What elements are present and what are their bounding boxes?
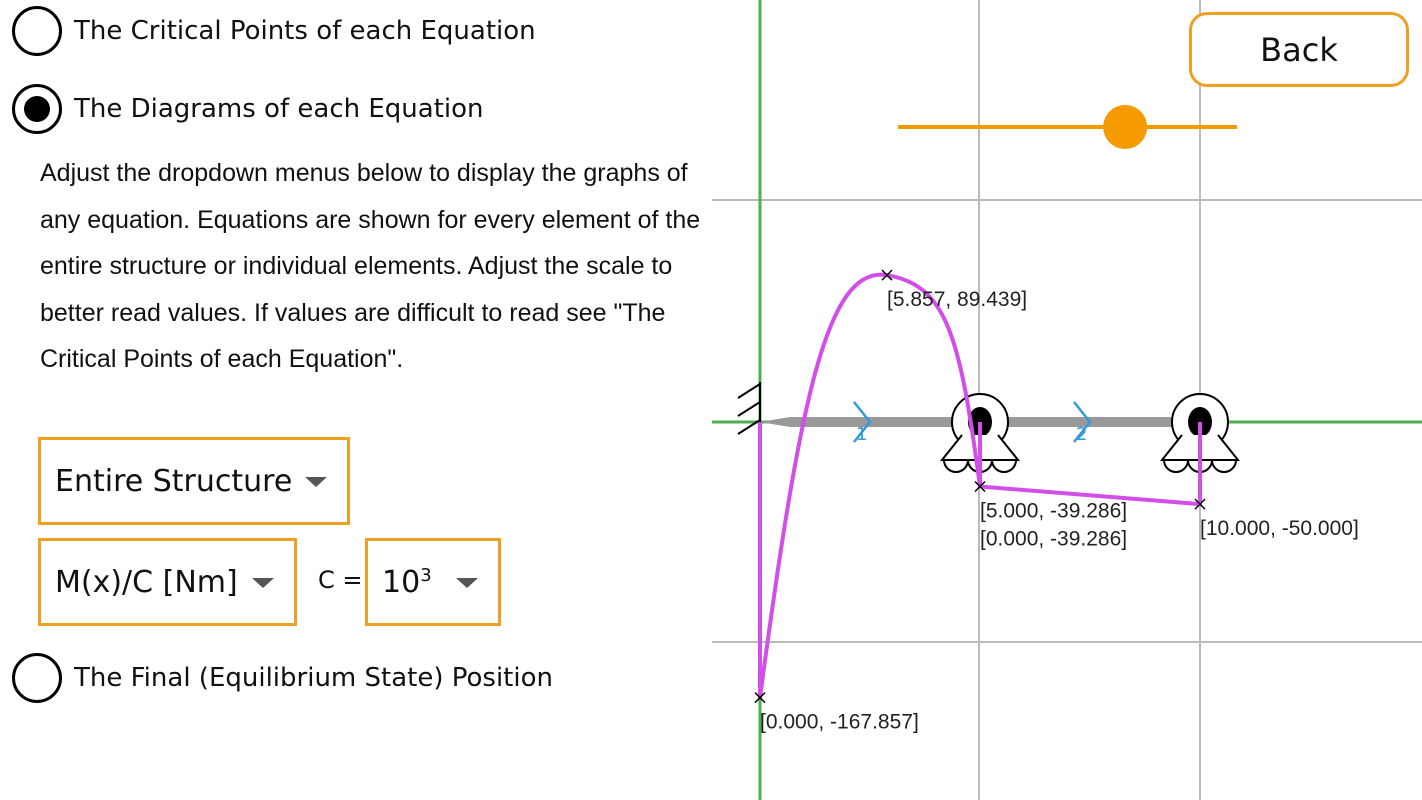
radio-label: The Critical Points of each Equation <box>74 16 536 46</box>
dropdown-value: 103 <box>382 564 432 600</box>
radio-label: The Final (Equilibrium State) Position <box>74 663 553 693</box>
c-label: C = <box>318 566 363 594</box>
radio-circle[interactable] <box>12 653 62 703</box>
dropdown-value: M(x)/C [Nm] <box>55 564 238 600</box>
back-button[interactable]: Back <box>1189 12 1409 87</box>
critical-point-label: [5.000, -39.286] <box>980 500 1127 523</box>
critical-point-marker <box>1194 498 1206 510</box>
radio-circle[interactable] <box>12 6 62 56</box>
roller-wheel <box>1163 459 1189 473</box>
critical-point-label: [5.857, 89.439] <box>887 288 1027 311</box>
roller-wheel <box>1187 459 1213 473</box>
fixed-support-hatch <box>737 419 761 435</box>
radio-label: The Diagrams of each Equation <box>74 94 484 124</box>
roller-wheel <box>991 459 1017 473</box>
element-label: 2 <box>1076 424 1087 445</box>
roller-support-icon <box>951 393 1009 451</box>
fixed-support-hatch <box>737 383 761 399</box>
description-text: Adjust the dropdown menus below to displ… <box>40 159 701 373</box>
critical-point-marker <box>881 269 893 281</box>
dropdown-value: Entire Structure <box>55 463 293 499</box>
quantity-dropdown[interactable]: M(x)/C [Nm] <box>38 538 297 626</box>
moment-curve <box>758 272 1202 700</box>
roller-wheel <box>967 459 993 473</box>
roller-wheel <box>1211 459 1237 473</box>
scale-dropdown[interactable]: 103 <box>365 538 501 626</box>
chevron-down-icon <box>305 477 327 487</box>
radio-final-position[interactable]: The Final (Equilibrium State) Position <box>12 653 553 703</box>
fixed-support-hatch <box>737 401 761 417</box>
chevron-down-icon <box>252 578 274 588</box>
roller-base <box>939 434 1021 461</box>
structure-dropdown[interactable]: Entire Structure <box>38 437 350 525</box>
roller-pin <box>968 407 992 437</box>
element-arrow-icon <box>853 401 872 443</box>
roller-base <box>1159 434 1241 461</box>
critical-point-label: [0.000, -39.286] <box>980 528 1127 551</box>
slider-handle[interactable] <box>1103 105 1148 149</box>
radio-circle[interactable] <box>12 84 62 134</box>
critical-point-label: [10.000, -50.000] <box>1200 517 1359 540</box>
critical-point-label: [0.000, -167.857] <box>760 711 919 734</box>
critical-point-marker <box>754 692 766 704</box>
beam <box>760 417 1200 427</box>
radio-diagrams[interactable]: The Diagrams of each Equation <box>12 84 484 134</box>
chevron-down-icon <box>456 578 478 588</box>
radio-critical-points[interactable]: The Critical Points of each Equation <box>12 6 536 56</box>
element-label: 1 <box>856 424 867 445</box>
roller-support-icon <box>1171 393 1229 451</box>
element-arrow-icon <box>1073 401 1092 443</box>
critical-point-marker <box>974 480 986 493</box>
roller-wheel <box>943 459 969 473</box>
roller-pin <box>1188 407 1212 437</box>
